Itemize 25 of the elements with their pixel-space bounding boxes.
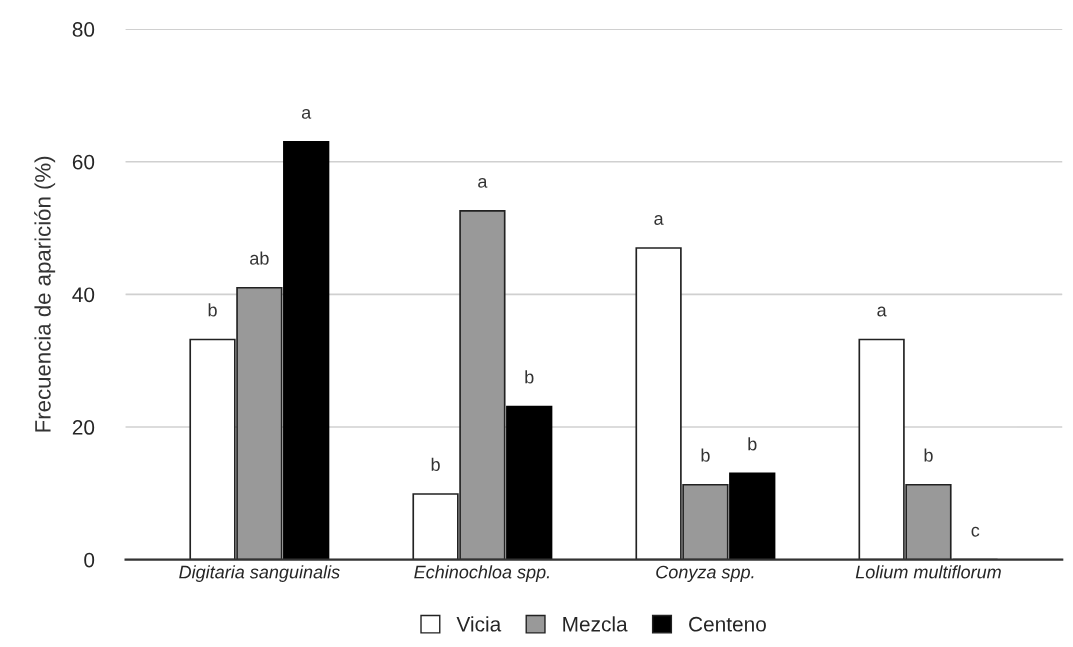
data-label: b: [924, 448, 933, 462]
data-label: ab: [250, 251, 269, 265]
data-label: a: [654, 215, 664, 225]
data-label: b: [431, 457, 440, 471]
y-tick-label: 20: [72, 420, 95, 435]
y-axis-title: Frecuencia de aparición (%): [34, 156, 56, 432]
legend-label: Centeno: [689, 616, 766, 632]
x-tick-label: Conyza spp.: [656, 565, 754, 583]
y-tick-label: 0: [84, 552, 95, 568]
data-label: c: [971, 526, 980, 537]
x-tick-label: Digitaria sanguinalis: [179, 565, 340, 583]
data-label: b: [525, 370, 534, 384]
data-label: a: [301, 108, 312, 119]
x-tick-label: Lolium multiflorum: [855, 565, 1001, 579]
y-tick-label: 80: [72, 22, 95, 37]
x-tick-label: Echinochloa spp.: [414, 565, 549, 583]
data-label: b: [748, 437, 757, 451]
data-label: b: [208, 303, 217, 317]
y-tick-label: 40: [72, 287, 95, 303]
legend-label: Mezcla: [563, 616, 628, 632]
y-tick-label: 60: [72, 154, 95, 170]
data-label: b: [701, 448, 710, 462]
legend-label: Vicia: [456, 616, 502, 632]
data-label: a: [877, 306, 887, 317]
data-label: a: [478, 177, 488, 188]
